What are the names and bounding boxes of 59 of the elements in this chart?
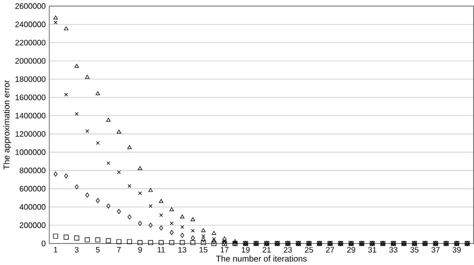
point — [116, 239, 122, 244]
point — [170, 230, 174, 236]
point — [64, 26, 68, 30]
point — [53, 234, 58, 239]
point — [148, 188, 153, 192]
point — [84, 237, 90, 242]
point — [158, 199, 164, 203]
point — [116, 130, 122, 134]
point — [190, 236, 195, 241]
point — [190, 217, 196, 222]
point — [138, 220, 142, 226]
x-axis-title: The number of iterations — [216, 255, 307, 262]
point — [180, 240, 185, 246]
y-axis-title: The approximation error — [3, 80, 12, 170]
point — [64, 173, 68, 178]
point — [54, 20, 58, 24]
point — [64, 234, 69, 240]
point — [180, 225, 184, 229]
point — [180, 232, 184, 238]
point — [74, 184, 79, 190]
point — [200, 240, 206, 246]
point — [148, 222, 153, 228]
point — [117, 170, 121, 174]
point — [201, 237, 206, 242]
point — [96, 91, 100, 96]
point — [53, 16, 58, 20]
point — [106, 118, 111, 122]
point — [95, 237, 100, 242]
point — [190, 240, 196, 246]
point — [212, 231, 216, 235]
point — [127, 145, 132, 150]
point — [74, 236, 80, 241]
point — [148, 204, 152, 208]
point — [117, 209, 121, 214]
point — [138, 166, 142, 170]
point — [159, 226, 164, 230]
point — [85, 129, 90, 134]
point — [74, 64, 79, 68]
point — [138, 240, 143, 246]
point — [211, 241, 216, 246]
point — [96, 198, 100, 204]
point — [106, 204, 110, 209]
point — [85, 192, 90, 198]
point — [85, 74, 90, 79]
point — [180, 214, 184, 218]
point — [201, 228, 206, 232]
point — [222, 236, 227, 240]
point — [106, 238, 111, 244]
point — [128, 214, 132, 220]
point — [138, 191, 142, 196]
point — [127, 239, 132, 244]
point — [54, 172, 58, 177]
point — [96, 141, 100, 145]
point — [158, 240, 164, 246]
point — [169, 240, 174, 246]
point — [170, 222, 174, 226]
point — [212, 239, 216, 244]
point — [170, 207, 174, 212]
point — [148, 240, 154, 246]
